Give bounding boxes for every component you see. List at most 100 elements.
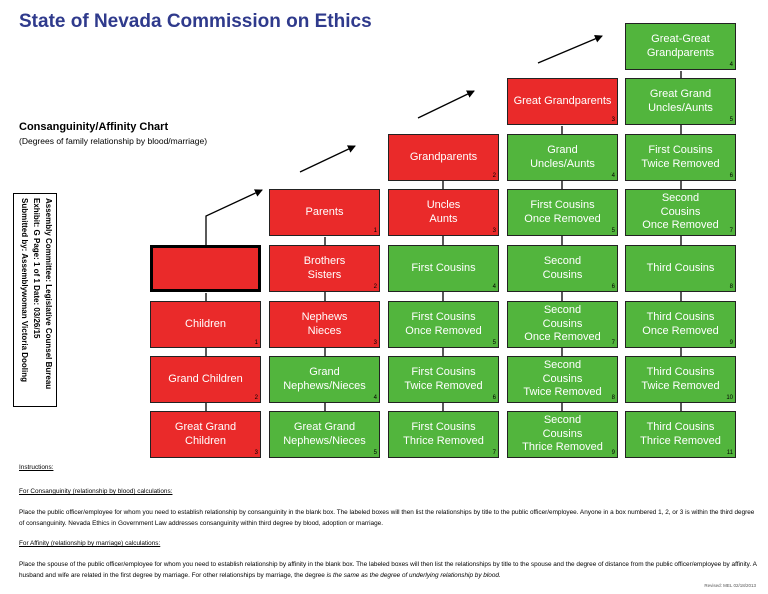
relationship-box: First Cousins 4: [388, 245, 499, 292]
relationship-box: Great Grand Uncles/Aunts 5: [625, 78, 736, 125]
relationship-label: Great Grand Nephews/Nieces: [283, 421, 366, 447]
degree-number: 5: [729, 117, 733, 123]
degree-number: 5: [373, 450, 377, 456]
relationship-label: Children: [185, 317, 226, 330]
relationship-box: Brothers Sisters 2: [269, 245, 380, 292]
relationship-box: First Cousins Twice Removed 6: [388, 356, 499, 403]
relationship-label: Great Grandparents: [513, 94, 612, 107]
blank-self-box: [150, 245, 261, 292]
relationship-label: Great Grand Children: [174, 421, 237, 447]
relationship-box: Second Cousins Thrice Removed 9: [507, 411, 618, 458]
relationship-box: Third Cousins Thrice Removed 11: [625, 411, 736, 458]
relationship-box: Great Grand Children 3: [150, 411, 261, 458]
degree-number: 3: [492, 228, 496, 234]
relationship-box: Great Grandparents 3: [507, 78, 618, 125]
chart-title: Consanguinity/Affinity Chart: [19, 121, 169, 133]
relationship-label: First Cousins Twice Removed: [404, 366, 483, 392]
degree-number: 1: [254, 340, 258, 346]
relationship-label: Grand Children: [168, 372, 243, 385]
degree-number: 8: [729, 284, 733, 290]
relationship-box: Third Cousins Twice Removed 10: [625, 356, 736, 403]
relationship-box: Great-Great Grandparents 4: [625, 23, 736, 70]
degree-number: 9: [729, 340, 733, 346]
degree-number: 4: [492, 284, 496, 290]
page-title: State of Nevada Commission on Ethics: [19, 11, 372, 32]
degree-number: 4: [373, 395, 377, 401]
degree-number: 5: [492, 340, 496, 346]
degree-number: 3: [373, 340, 377, 346]
degree-number: 7: [611, 340, 615, 346]
relationship-box: Third Cousins Once Removed 9: [625, 301, 736, 348]
degree-number: 1: [373, 228, 377, 234]
relationship-box: Grand Nephews/Nieces 4: [269, 356, 380, 403]
relationship-label: Grandparents: [409, 150, 478, 163]
degree-number: 8: [611, 395, 615, 401]
degree-number: 6: [611, 284, 615, 290]
arrow-to-parents: [205, 189, 263, 245]
relationship-box: Grand Children 2: [150, 356, 261, 403]
relationship-label: Second Cousins Twice Removed: [523, 359, 602, 399]
degree-number: 7: [492, 450, 496, 456]
degree-number: 10: [726, 395, 733, 401]
relationship-label: Grand Uncles/Aunts: [530, 144, 595, 170]
relationship-box: First Cousins Thrice Removed 7: [388, 411, 499, 458]
relationship-label: Nephews Nieces: [301, 311, 348, 337]
relationship-box: First Cousins Twice Removed 6: [625, 134, 736, 181]
affinity-paragraph: Place the spouse of the public officer/e…: [19, 560, 759, 581]
relationship-label: Third Cousins: [646, 261, 715, 274]
relationship-label: Second Cousins Thrice Removed: [522, 414, 603, 454]
revision-note: Revised: MEL 02/18/2013: [704, 583, 756, 588]
relationship-label: First Cousins Twice Removed: [641, 144, 720, 170]
exhibit-stamp: Assembly Committee: Legislative Counsel …: [13, 193, 57, 407]
degree-number: 4: [729, 62, 733, 68]
relationship-box: Great Grand Nephews/Nieces 5: [269, 411, 380, 458]
consanguinity-heading: For Consanguinity (relationship by blood…: [19, 488, 173, 495]
relationship-box: Parents 1: [269, 189, 380, 236]
degree-number: 6: [729, 173, 733, 179]
degree-number: 5: [611, 228, 615, 234]
degree-number: 2: [373, 284, 377, 290]
relationship-box: Second Cousins Twice Removed 8: [507, 356, 618, 403]
degree-number: 2: [254, 395, 258, 401]
degree-number: 9: [611, 450, 615, 456]
relationship-box: Grand Uncles/Aunts 4: [507, 134, 618, 181]
relationship-box: Nephews Nieces 3: [269, 301, 380, 348]
affinity-heading: For Affinity (relationship by marriage) …: [19, 540, 161, 547]
relationship-label: Uncles Aunts: [426, 199, 461, 225]
relationship-label: Great Grand Uncles/Aunts: [648, 88, 713, 114]
degree-number: 4: [611, 173, 615, 179]
degree-number: 2: [492, 173, 496, 179]
relationship-label: Third Cousins Once Removed: [642, 311, 719, 337]
relationship-label: Grand Nephews/Nieces: [283, 366, 366, 392]
relationship-label: Great-Great Grandparents: [646, 33, 715, 59]
relationship-box: Third Cousins 8: [625, 245, 736, 292]
degree-number: 11: [726, 450, 733, 456]
degree-number: 3: [254, 450, 258, 456]
relationship-label: Third Cousins Thrice Removed: [640, 421, 721, 447]
relationship-box: Uncles Aunts 3: [388, 189, 499, 236]
relationship-label: First Cousins Once Removed: [524, 199, 601, 225]
chart-subtitle: (Degrees of family relationship by blood…: [19, 136, 208, 146]
relationship-box: Second Cousins Once Removed 7: [507, 301, 618, 348]
relationship-box: First Cousins Once Removed 5: [507, 189, 618, 236]
relationship-label: Brothers Sisters: [303, 255, 346, 281]
relationship-box: First Cousins Once Removed 5: [388, 301, 499, 348]
relationship-label: Third Cousins Twice Removed: [641, 366, 720, 392]
affinity-text: Place the spouse of the public officer/e…: [19, 561, 757, 579]
arrow-to-grandparents: [299, 145, 356, 173]
relationship-box: Second Cousins 6: [507, 245, 618, 292]
instructions-heading: Instructions:: [19, 464, 54, 471]
relationship-label: Second Cousins: [542, 255, 583, 281]
relationship-label: Parents: [305, 205, 344, 218]
relationship-label: First Cousins Thrice Removed: [403, 421, 484, 447]
relationship-label: Second Cousins Once Removed: [524, 304, 601, 344]
relationship-box: Children 1: [150, 301, 261, 348]
degree-number: 6: [492, 395, 496, 401]
arrow-to-great-great-grandparents: [537, 35, 603, 64]
relationship-label: First Cousins: [411, 261, 476, 274]
relationship-box: Grandparents 2: [388, 134, 499, 181]
affinity-text-italic: is the same as the degree of underlying …: [326, 571, 501, 579]
relationship-box: Second Cousins Once Removed 7: [625, 189, 736, 236]
degree-number: 7: [729, 228, 733, 234]
degree-number: 3: [611, 117, 615, 123]
